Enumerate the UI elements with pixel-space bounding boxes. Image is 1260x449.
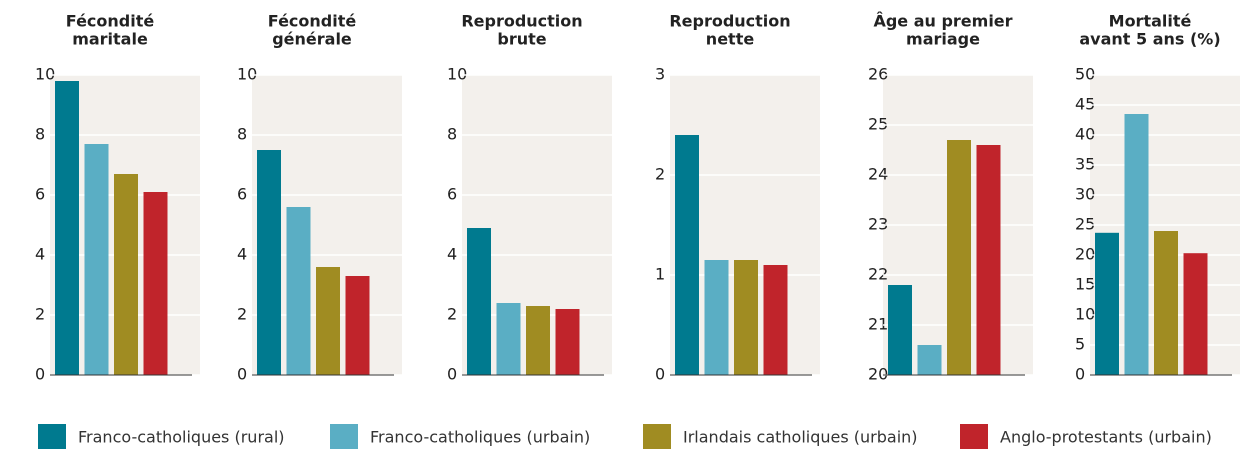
y-tick-label: 30 xyxy=(1075,185,1095,204)
bar xyxy=(467,228,491,375)
y-tick-label: 40 xyxy=(1075,125,1095,144)
y-tick-label: 35 xyxy=(1075,155,1095,174)
bar xyxy=(257,150,281,375)
legend-label: Irlandais catholiques (urbain) xyxy=(683,428,918,447)
y-tick-label: 4 xyxy=(35,245,45,264)
bar xyxy=(704,260,729,375)
chart-title: Fécondité xyxy=(66,12,155,31)
y-tick-label: 10 xyxy=(35,65,55,84)
y-tick-label: 3 xyxy=(655,65,665,84)
legend-swatch xyxy=(330,424,358,449)
legend-swatch xyxy=(643,424,671,449)
chart-title: Fécondité xyxy=(268,12,357,31)
y-tick-label: 45 xyxy=(1075,95,1095,114)
bar xyxy=(526,306,550,375)
legend-swatch xyxy=(38,424,66,449)
y-tick-label: 24 xyxy=(868,165,888,184)
y-tick-label: 50 xyxy=(1075,65,1095,84)
y-tick-label: 8 xyxy=(237,125,247,144)
bar xyxy=(888,285,912,375)
legend-swatch xyxy=(960,424,988,449)
chart-title: Âge au premier xyxy=(873,12,1012,31)
bar xyxy=(976,145,1001,375)
chart-title: générale xyxy=(272,30,352,49)
bar xyxy=(316,267,340,375)
y-tick-label: 10 xyxy=(447,65,467,84)
y-tick-label: 5 xyxy=(1075,335,1085,354)
y-tick-label: 0 xyxy=(237,365,247,384)
bar xyxy=(1183,253,1208,375)
legend-label: Franco-catholiques (rural) xyxy=(78,428,285,447)
bar xyxy=(1154,231,1178,375)
bar xyxy=(1124,114,1149,375)
y-tick-label: 2 xyxy=(447,305,457,324)
y-tick-label: 0 xyxy=(1075,365,1085,384)
y-tick-label: 0 xyxy=(655,365,665,384)
y-tick-label: 2 xyxy=(35,305,45,324)
bar xyxy=(496,303,521,375)
y-tick-label: 8 xyxy=(447,125,457,144)
y-tick-label: 8 xyxy=(35,125,45,144)
y-tick-label: 6 xyxy=(35,185,45,204)
y-tick-label: 21 xyxy=(868,315,888,334)
y-tick-label: 2 xyxy=(655,165,665,184)
chart-title: Mortalité xyxy=(1109,12,1192,31)
y-tick-label: 15 xyxy=(1075,275,1095,294)
y-tick-label: 26 xyxy=(868,65,888,84)
bar xyxy=(947,140,971,375)
legend-label: Franco-catholiques (urbain) xyxy=(370,428,590,447)
bar xyxy=(55,81,79,375)
legend-label: Anglo-protestants (urbain) xyxy=(1000,428,1212,447)
y-tick-label: 2 xyxy=(237,305,247,324)
bar xyxy=(114,174,138,375)
chart-title: mariage xyxy=(906,30,980,49)
bar xyxy=(286,207,311,375)
chart-title: avant 5 ans (%) xyxy=(1079,30,1220,49)
y-tick-label: 10 xyxy=(237,65,257,84)
bar xyxy=(84,144,109,375)
bar xyxy=(1095,232,1119,375)
y-tick-label: 0 xyxy=(35,365,45,384)
y-tick-label: 25 xyxy=(868,115,888,134)
y-tick-label: 23 xyxy=(868,215,888,234)
y-tick-label: 20 xyxy=(868,365,888,384)
bar xyxy=(763,265,788,375)
bar xyxy=(917,345,942,375)
bar xyxy=(675,135,699,375)
bar xyxy=(345,276,370,375)
bar xyxy=(555,309,580,375)
chart-title: nette xyxy=(706,30,755,49)
y-tick-label: 1 xyxy=(655,265,665,284)
bar xyxy=(734,260,758,375)
y-tick-label: 6 xyxy=(237,185,247,204)
y-tick-label: 25 xyxy=(1075,215,1095,234)
y-tick-label: 0 xyxy=(447,365,457,384)
y-tick-label: 22 xyxy=(868,265,888,284)
y-tick-label: 10 xyxy=(1075,305,1095,324)
chart-title: Reproduction xyxy=(669,12,790,31)
y-tick-label: 20 xyxy=(1075,245,1095,264)
y-tick-label: 4 xyxy=(237,245,247,264)
bar xyxy=(143,192,168,375)
chart-title: brute xyxy=(497,30,546,49)
chart-title: maritale xyxy=(72,30,148,49)
y-tick-label: 6 xyxy=(447,185,457,204)
y-tick-label: 4 xyxy=(447,245,457,264)
chart-title: Reproduction xyxy=(461,12,582,31)
